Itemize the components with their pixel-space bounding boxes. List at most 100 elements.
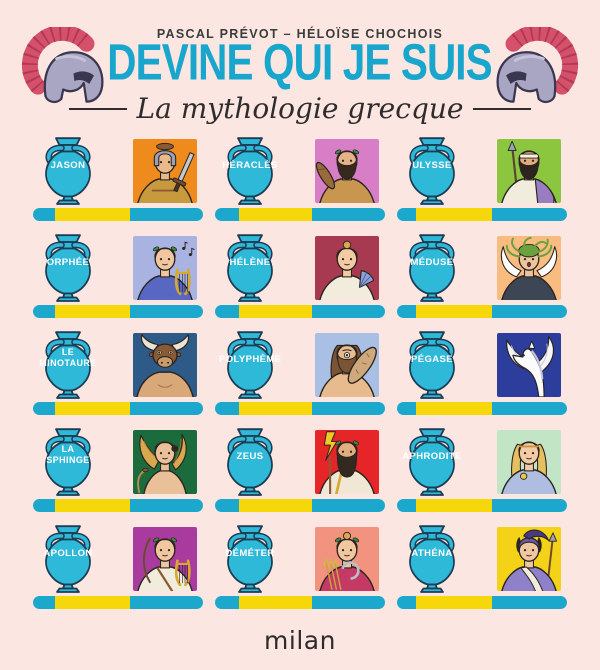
amphora-icon bbox=[227, 234, 273, 302]
character-card-jason: JASON bbox=[33, 137, 203, 221]
pedestal-bar-segment bbox=[238, 208, 312, 221]
portrait-zeus bbox=[315, 430, 379, 494]
character-name-label: DÉMÉTER bbox=[225, 547, 275, 559]
character-card-polypheme: POLYPHÈME bbox=[215, 331, 385, 415]
pedestal-bar-segment bbox=[238, 499, 312, 512]
amphora-meduse: MÉDUSE bbox=[401, 234, 463, 302]
portrait-minotaure bbox=[133, 333, 197, 397]
amphora-icon bbox=[409, 331, 455, 399]
amphora-icon bbox=[45, 428, 91, 496]
portrait-apollon bbox=[133, 527, 197, 591]
right-rule bbox=[473, 107, 532, 110]
snake-haired-gorgon-with-wings-icon bbox=[500, 236, 558, 300]
striped-pedestal-bar bbox=[33, 596, 203, 609]
portrait-orphee bbox=[133, 236, 197, 300]
character-card-athena: ATHÉNA bbox=[397, 525, 567, 609]
character-card-apollon: APOLLON bbox=[33, 525, 203, 609]
amphora-icon bbox=[45, 525, 91, 593]
portrait-heracles bbox=[315, 139, 379, 203]
long-haired-goddess-with-golden-apple-icon bbox=[501, 441, 557, 494]
character-name-label: ZEUS bbox=[236, 450, 264, 462]
amphora-sphinge: LA SPHINGE bbox=[37, 428, 99, 496]
youth-with-lyre-and-bow-icon bbox=[137, 537, 193, 591]
amphora-icon bbox=[227, 525, 273, 593]
character-card-ulysse: ULYSSE bbox=[397, 137, 567, 221]
striped-pedestal-bar bbox=[33, 208, 203, 221]
book-title: DEVINE QUI JE SUIS bbox=[107, 33, 493, 91]
left-rule bbox=[68, 107, 127, 110]
striped-pedestal-bar bbox=[215, 305, 385, 318]
woman-with-fan-icon bbox=[319, 240, 375, 300]
character-name-label: ULYSSE bbox=[412, 159, 452, 171]
pedestal-bar-segment bbox=[415, 499, 493, 512]
pedestal-bar-segment bbox=[55, 499, 130, 512]
character-name-label: APOLLON bbox=[43, 547, 93, 559]
portrait-aphrodite bbox=[497, 430, 561, 494]
striped-pedestal-bar bbox=[215, 596, 385, 609]
amphora-apollon: APOLLON bbox=[37, 525, 99, 593]
character-name-label: POLYPHÈME bbox=[219, 353, 282, 365]
striped-pedestal-bar bbox=[397, 596, 567, 609]
amphora-icon bbox=[227, 331, 273, 399]
pedestal-bar-segment bbox=[415, 305, 493, 318]
amphora-icon bbox=[409, 525, 455, 593]
subtitle-text: La mythologie grecque bbox=[136, 92, 464, 125]
character-name-label: LE MINOTAURE bbox=[39, 346, 97, 369]
character-card-minotaure: LE MINOTAURE bbox=[33, 331, 203, 415]
character-name-label: PÉGASE bbox=[411, 353, 453, 365]
character-card-zeus: ZEUS bbox=[215, 428, 385, 512]
portrait-ulysse bbox=[497, 139, 561, 203]
winged-white-horse-icon bbox=[506, 335, 554, 397]
striped-pedestal-bar bbox=[33, 305, 203, 318]
amphora-minotaure: LE MINOTAURE bbox=[37, 331, 99, 399]
striped-pedestal-bar bbox=[215, 208, 385, 221]
bearded-traveler-with-spear-and-headband-icon bbox=[501, 140, 557, 203]
portrait-polypheme bbox=[315, 333, 379, 397]
character-name-label: HÉRACLÈS bbox=[222, 159, 278, 171]
pedestal-bar-segment bbox=[415, 402, 493, 415]
corinthian-helmet-icon bbox=[496, 27, 579, 104]
helmeted-goddess-with-spear-icon bbox=[501, 529, 557, 591]
character-name-label: ORPHÉE bbox=[46, 256, 90, 268]
character-name-label: APHRODITE bbox=[402, 450, 462, 462]
pedestal-bar-segment bbox=[415, 208, 493, 221]
striped-pedestal-bar bbox=[215, 499, 385, 512]
amphora-icon bbox=[45, 331, 91, 399]
pedestal-bar-segment bbox=[55, 402, 130, 415]
bull-headed-man-icon bbox=[136, 334, 194, 397]
pedestal-bar-segment bbox=[55, 305, 130, 318]
bearded-god-with-lightning-scepter-icon bbox=[319, 431, 375, 494]
amphora-zeus: ZEUS bbox=[219, 428, 281, 496]
striped-pedestal-bar bbox=[397, 499, 567, 512]
character-name-label: JASON bbox=[50, 159, 86, 171]
pedestal-bar-segment bbox=[415, 596, 493, 609]
amphora-icon bbox=[409, 137, 455, 205]
character-card-orphee: ORPHÉE bbox=[33, 234, 203, 318]
amphora-aphrodite: APHRODITE bbox=[401, 428, 463, 496]
bearded-hero-with-club-and-laurel-icon bbox=[315, 149, 375, 203]
striped-pedestal-bar bbox=[397, 305, 567, 318]
amphora-demeter: DÉMÉTER bbox=[219, 525, 281, 593]
pedestal-bar-segment bbox=[238, 596, 312, 609]
amphora-icon bbox=[227, 428, 273, 496]
character-name-label: MÉDUSE bbox=[410, 256, 454, 268]
amphora-orphee: ORPHÉE bbox=[37, 234, 99, 302]
striped-pedestal-bar bbox=[397, 402, 567, 415]
logo-text: milan bbox=[264, 626, 336, 655]
amphora-ulysse: ULYSSE bbox=[401, 137, 463, 205]
pedestal-bar-segment bbox=[55, 596, 130, 609]
portrait-helene bbox=[315, 236, 379, 300]
pedestal-bar-segment bbox=[238, 402, 312, 415]
striped-pedestal-bar bbox=[215, 402, 385, 415]
amphora-icon bbox=[409, 428, 455, 496]
character-card-helene: HÉLÈNE bbox=[215, 234, 385, 318]
character-card-sphinge: LA SPHINGE bbox=[33, 428, 203, 512]
portrait-pegase bbox=[497, 333, 561, 397]
character-name-label: ATHÉNA bbox=[411, 547, 453, 559]
pedestal-bar-segment bbox=[55, 208, 130, 221]
striped-pedestal-bar bbox=[33, 402, 203, 415]
amphora-athena: ATHÉNA bbox=[401, 525, 463, 593]
goddess-with-wheat-and-sickle-icon bbox=[319, 531, 375, 591]
pedestal-bar-segment bbox=[238, 305, 312, 318]
